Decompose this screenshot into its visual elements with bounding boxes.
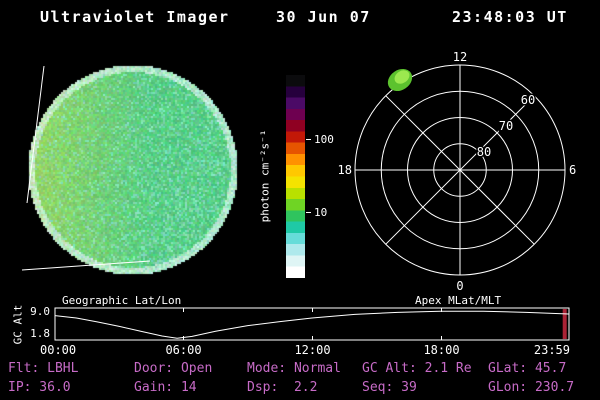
xtick-1200: 12:00 (294, 343, 330, 357)
header-date: 30 Jun 07 (276, 8, 371, 26)
mlat-ring-label-60: 60 (521, 93, 535, 107)
mlt-label-12: 12 (453, 50, 467, 64)
ytick-bottom: 1.8 (30, 327, 50, 340)
status-ip: IP: 36.0 (8, 380, 71, 395)
colorbar-gradient (286, 75, 305, 278)
mlt-label-6: 6 (569, 163, 576, 177)
colorbar-tick-10: 10 (306, 206, 327, 219)
status-mode: Mode: Normal (247, 361, 341, 376)
xtick-0000: 00:00 (40, 343, 76, 357)
status-gain: Gain: 14 (134, 380, 197, 395)
xtick-2359: 23:59 (534, 343, 570, 357)
panel-label-geographic: Geographic Lat/Lon (62, 294, 181, 307)
mlat-ring-label-80: 80 (477, 145, 491, 159)
colorbar-tick-label: 100 (314, 133, 334, 146)
gc-alt-timeseries: Geographic Lat/Lon Apex MLat/MLT 9.0 1.8… (0, 292, 600, 362)
colorbar-label: photon cm⁻²s⁻¹ (259, 130, 272, 223)
timeseries-frame (55, 308, 569, 340)
colorbar-tick-label: 10 (314, 206, 327, 219)
status-glat: GLat: 45.7 (488, 361, 566, 376)
panel-label-apex: Apex MLat/MLT (415, 294, 501, 307)
tick-dash (306, 139, 311, 140)
header-time: 23:48:03 UT (452, 8, 568, 26)
y-axis-label: GC Alt (12, 305, 25, 345)
aurora-patch (384, 64, 417, 95)
polar-mlat-mlt-plot: 12 0 18 6 60 70 80 (336, 46, 584, 294)
status-glon: GLon: 230.7 (488, 380, 574, 395)
ytick-top: 9.0 (30, 305, 50, 318)
uvi-display: Ultraviolet Imager 30 Jun 07 23:48:03 UT… (0, 0, 600, 400)
mlt-label-18: 18 (338, 163, 352, 177)
tick-dash (306, 212, 311, 213)
app-title: Ultraviolet Imager (40, 8, 230, 26)
xtick-0600: 06:00 (165, 343, 201, 357)
status-seq: Seq: 39 (362, 380, 417, 395)
status-flt: Flt: LBHL (8, 361, 78, 376)
status-gcalt: GC Alt: 2.1 Re (362, 361, 472, 376)
colorbar-tick-100: 100 (306, 133, 334, 146)
status-door: Door: Open (134, 361, 212, 376)
mlat-ring-label-70: 70 (499, 119, 513, 133)
status-dsp: Dsp: 2.2 (247, 380, 317, 395)
xtick-1800: 18:00 (423, 343, 459, 357)
mlt-label-0: 0 (456, 279, 463, 293)
gc-alt-curve (55, 311, 569, 338)
uv-earth-image (27, 64, 239, 276)
